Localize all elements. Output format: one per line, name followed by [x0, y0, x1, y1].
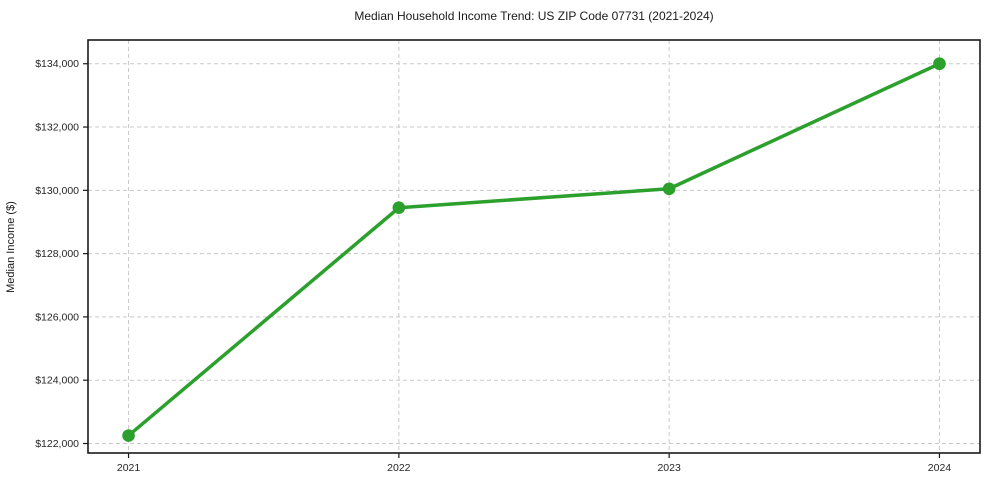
y-tick-label: $134,000	[35, 58, 79, 70]
y-tick-label: $124,000	[35, 375, 79, 387]
data-point-2021	[122, 429, 135, 442]
income-trend-line	[126, 61, 942, 438]
data-point-2022	[392, 201, 406, 215]
y-tick-label: $132,000	[35, 122, 79, 134]
data-point-2024	[933, 57, 946, 71]
x-tick-label: 2022	[387, 462, 411, 474]
plot-frame	[87, 39, 981, 454]
x-tick-label: 2021	[117, 462, 141, 474]
chart-title: Median Household Income Trend: US ZIP Co…	[354, 9, 714, 23]
y-axis-label: Median Income ($)	[5, 201, 17, 293]
data-point-2023	[662, 182, 676, 196]
y-tick-label: $128,000	[35, 248, 79, 260]
x-tick-label: 2024	[928, 462, 952, 474]
y-tick-label: $122,000	[35, 438, 79, 450]
x-tick-label: 2023	[657, 462, 681, 474]
y-tick-label: $126,000	[35, 311, 79, 323]
y-tick-label: $130,000	[35, 185, 79, 197]
